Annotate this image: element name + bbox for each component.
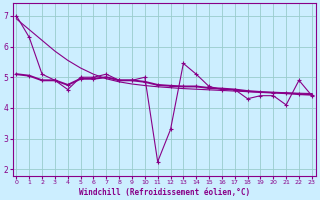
X-axis label: Windchill (Refroidissement éolien,°C): Windchill (Refroidissement éolien,°C): [78, 188, 250, 197]
